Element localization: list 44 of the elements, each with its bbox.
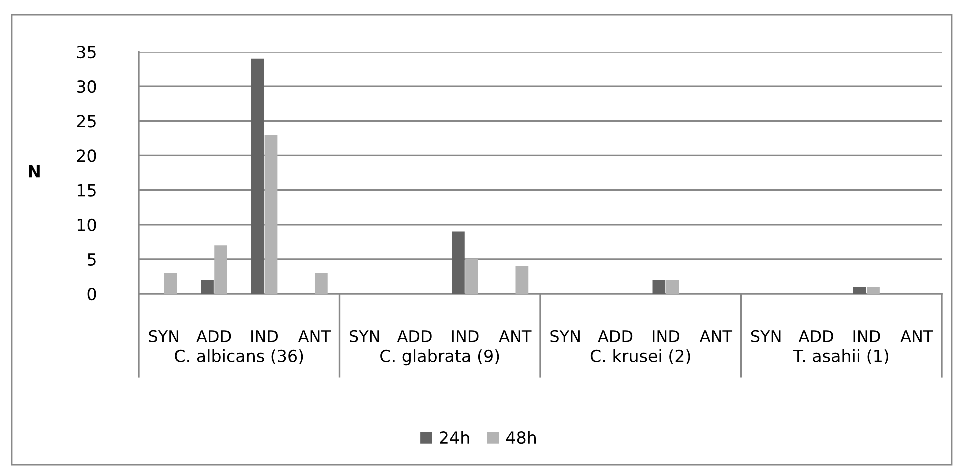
text: T. asahii (1): [793, 350, 889, 364]
y-tick-label: 30: [77, 80, 96, 94]
bar: [314, 273, 328, 294]
y-tick-label: 10: [78, 218, 96, 232]
bar: [201, 280, 214, 294]
bar: [867, 287, 880, 294]
bar: [251, 58, 264, 294]
x-tick-label: ANT: [700, 330, 733, 342]
y-tick-label: 15: [78, 184, 96, 197]
bar: [652, 280, 666, 294]
bar: [164, 273, 178, 294]
y-tick-label: 5: [88, 254, 96, 266]
x-tick-label: IND: [452, 330, 479, 342]
y-tick-label: 0: [88, 288, 96, 301]
y-axis-title: N: [29, 165, 40, 178]
y-tick-label: 25: [77, 115, 96, 128]
bar: [214, 246, 228, 294]
x-tick-label: ANT: [499, 330, 532, 342]
bar: [666, 280, 680, 294]
x-tick-label: ADD: [196, 330, 232, 342]
text: C. albicans (36): [175, 350, 304, 364]
y-tick-label: 20: [77, 150, 96, 162]
x-tick-label: SYN: [350, 330, 380, 342]
y-tick-label: 35: [77, 46, 96, 59]
x-tick-label: ANT: [900, 330, 934, 342]
x-tick-label: IND: [252, 330, 278, 342]
x-tick-label: IND: [854, 330, 880, 342]
bar: [466, 259, 478, 294]
x-tick-label: ADD: [397, 330, 432, 342]
bar: [452, 232, 465, 294]
text: C. glabrata (9): [380, 350, 500, 366]
x-tick-label: IND: [653, 330, 680, 342]
legend-label: 24h: [440, 431, 470, 444]
bar: [264, 134, 278, 294]
x-tick-label: ADD: [598, 330, 633, 342]
text: C. krusei (2): [590, 350, 690, 364]
x-tick-label: SYN: [751, 330, 781, 342]
x-tick-label: ADD: [798, 330, 834, 342]
x-tick-label: ANT: [298, 330, 332, 342]
legend-label: 48h: [506, 431, 536, 444]
x-tick-label: SYN: [550, 330, 580, 342]
x-tick-label: SYN: [149, 330, 178, 342]
bar: [516, 266, 529, 294]
bar: [854, 287, 866, 294]
